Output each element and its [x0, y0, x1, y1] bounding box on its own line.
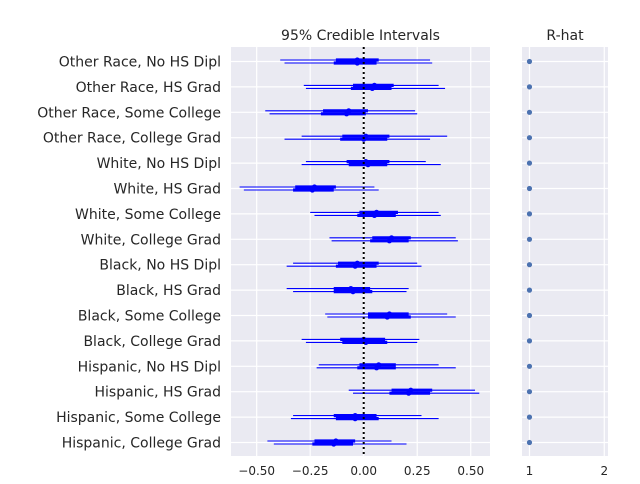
ci-median-point — [331, 441, 337, 447]
rhat-point — [526, 439, 533, 446]
ci-median-point — [386, 238, 392, 244]
rhat-panel-title: R-hat — [546, 28, 584, 44]
ci-x-tick-label: −0.25 — [292, 464, 329, 478]
ci-median-point — [365, 162, 371, 168]
rhat-point — [526, 160, 533, 166]
rhat-point — [526, 211, 533, 217]
ci-x-tick-label: 0.00 — [350, 464, 377, 478]
rhat-point — [526, 135, 533, 141]
ci-category-label: Black, College Grad — [83, 334, 221, 350]
ci-x-tick-label: −0.50 — [238, 464, 275, 478]
ci-category-label: Hispanic, HS Grad — [95, 385, 221, 401]
rhat-panel: R-hat 1 2 — [522, 28, 608, 478]
ci-median-point — [352, 416, 358, 422]
ci-median-point — [309, 187, 315, 193]
ci-category-label: White, HS Grad — [113, 182, 221, 198]
rhat-point — [526, 312, 533, 319]
rhat-point — [526, 109, 533, 115]
ci-median-point — [361, 136, 367, 142]
ci-category-label: Black, HS Grad — [116, 283, 221, 299]
ci-median-point — [354, 60, 360, 66]
ci-category-label: Black, Some College — [78, 309, 221, 325]
rhat-point — [526, 287, 533, 293]
rhat-point — [526, 338, 533, 344]
ci-x-tick-label: 0.50 — [457, 464, 484, 478]
ci-category-label: Other Race, Some College — [37, 105, 221, 121]
ci-median-point — [373, 365, 380, 371]
rhat-point — [526, 414, 533, 420]
ci-category-label: Other Race, No HS Dipl — [59, 55, 221, 71]
ci-category-label: White, Some College — [75, 207, 221, 223]
rhat-plot-background — [522, 47, 608, 456]
rhat-point — [526, 84, 533, 90]
rhat-point — [526, 185, 533, 192]
ci-plot-background — [231, 47, 490, 456]
rhat-point — [526, 389, 533, 395]
ci-category-label: Other Race, HS Grad — [76, 80, 221, 96]
rhat-x-tick-label: 1 — [526, 464, 534, 478]
rhat-point — [526, 58, 533, 65]
ci-median-point — [352, 263, 358, 269]
ci-median-point — [371, 212, 378, 218]
ci-x-tick-label: 0.25 — [404, 464, 431, 478]
ci-median-point — [384, 314, 390, 320]
ci-category-label: Other Race, College Grad — [43, 131, 221, 147]
ci-category-label: White, College Grad — [81, 232, 221, 248]
rhat-x-tick-label: 2 — [600, 464, 608, 478]
ci-category-label: Hispanic, College Grad — [62, 436, 221, 452]
ci-median-point — [406, 390, 412, 396]
ci-category-label: Black, No HS Dipl — [99, 258, 221, 274]
rhat-point — [526, 363, 533, 369]
ci-category-label: White, No HS Dipl — [97, 156, 221, 172]
rhat-point — [526, 262, 533, 268]
ci-category-label: Hispanic, No HS Dipl — [78, 359, 221, 375]
ci-median-point — [343, 111, 350, 117]
credible-intervals-panel: 95% Credible Intervals −0.50 −0.25 0.00 0.25… — [37, 28, 490, 478]
ci-category-label: Hispanic, Some College — [56, 410, 221, 426]
ci-panel-title: 95% Credible Intervals — [281, 28, 440, 44]
ci-median-point — [369, 85, 375, 91]
ci-median-point — [350, 289, 356, 295]
rhat-point — [526, 236, 533, 242]
